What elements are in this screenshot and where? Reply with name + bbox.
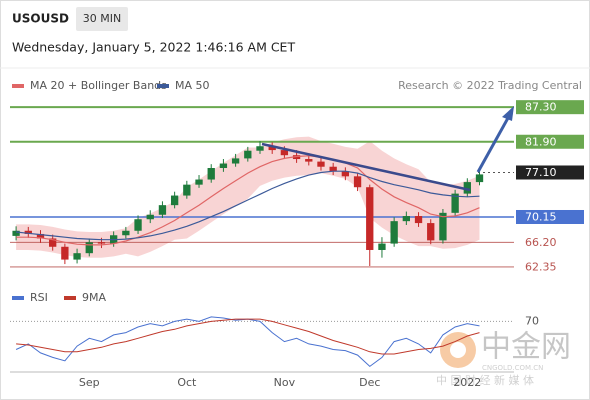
candle-body bbox=[158, 205, 167, 215]
watermark: 中金网 CNGOLD.COM.CN 中 国 财 经 新 媒 体 bbox=[436, 330, 571, 388]
level-label: 62.35 bbox=[525, 260, 557, 273]
level-label-box bbox=[516, 100, 584, 115]
x-tick-label: Oct bbox=[177, 376, 197, 389]
candle-body bbox=[305, 159, 313, 162]
candle-body bbox=[439, 212, 447, 241]
legend-swatch bbox=[157, 84, 169, 88]
candle-body bbox=[146, 214, 154, 220]
candle-body bbox=[73, 253, 81, 260]
candle-body bbox=[85, 242, 93, 254]
candle-body bbox=[280, 150, 289, 156]
watermark-logo bbox=[450, 342, 466, 358]
legend-swatch bbox=[12, 84, 24, 88]
candle-body bbox=[378, 243, 386, 250]
candle-body bbox=[183, 184, 191, 196]
candle-body bbox=[475, 174, 484, 183]
candle-body bbox=[231, 158, 240, 164]
candle-body bbox=[353, 176, 362, 188]
timestamp: Wednesday, January 5, 2022 1:46:16 AM CE… bbox=[12, 40, 295, 55]
candle-body bbox=[97, 242, 106, 244]
watermark-slogan: 中 国 财 经 新 媒 体 bbox=[436, 373, 534, 387]
source: Research © 2022 Trading Central bbox=[398, 79, 582, 92]
level-label: 70.15 bbox=[525, 210, 557, 223]
candle-body bbox=[122, 230, 130, 236]
candle-body bbox=[329, 166, 337, 172]
x-tick-label: Dec bbox=[359, 376, 380, 389]
candle-body bbox=[24, 230, 32, 234]
level-label-box bbox=[516, 134, 584, 149]
candle-body bbox=[256, 146, 264, 151]
candle-body bbox=[292, 155, 301, 160]
candle-body bbox=[390, 221, 398, 244]
level-label: 77.10 bbox=[525, 166, 557, 179]
arrow-head bbox=[502, 106, 514, 121]
legend-label: MA 50 bbox=[175, 79, 210, 92]
legend-label: 9MA bbox=[82, 291, 106, 304]
forecast-arrow bbox=[476, 117, 510, 173]
candle-body bbox=[317, 161, 325, 167]
candle-body bbox=[268, 146, 276, 151]
candle-body bbox=[451, 193, 459, 213]
candle-body bbox=[366, 187, 374, 250]
candle-body bbox=[49, 238, 57, 247]
rsi-line bbox=[16, 318, 480, 355]
candle-body bbox=[244, 150, 252, 159]
trend-line bbox=[261, 142, 471, 192]
level-label-box bbox=[516, 165, 584, 180]
candle-body bbox=[12, 230, 20, 236]
x-tick-label: Sep bbox=[79, 376, 100, 389]
candle-body bbox=[61, 246, 69, 260]
legend-swatch bbox=[12, 296, 24, 300]
x-tick-label: Nov bbox=[274, 376, 296, 389]
legend-swatch bbox=[64, 296, 76, 300]
candle-body bbox=[219, 163, 228, 169]
level-label-box bbox=[516, 209, 584, 224]
legend-label: MA 20 + Bollinger Bands bbox=[30, 79, 167, 92]
candle-body bbox=[341, 171, 350, 177]
candle-body bbox=[170, 195, 179, 206]
x-tick-label: 2022 bbox=[453, 376, 481, 389]
candle-body bbox=[134, 219, 142, 231]
candle-body bbox=[427, 223, 435, 241]
ma-line bbox=[16, 170, 480, 241]
interval: 30 MIN bbox=[83, 12, 121, 25]
level-label: 66.20 bbox=[525, 236, 557, 249]
level-label: 87.30 bbox=[525, 101, 557, 114]
ma-line bbox=[16, 155, 480, 246]
level-label: 81.90 bbox=[525, 135, 557, 148]
y-tick-label: 70 bbox=[525, 314, 539, 327]
watermark-name: 中金网 bbox=[481, 330, 571, 365]
candle-body bbox=[207, 168, 215, 180]
candle-body bbox=[414, 216, 423, 224]
candle-body bbox=[402, 216, 410, 222]
legend-label: RSI bbox=[30, 291, 48, 304]
candle-body bbox=[463, 182, 471, 194]
candle-body bbox=[36, 233, 45, 239]
symbol: USOUSD bbox=[12, 12, 69, 26]
candle-body bbox=[195, 179, 203, 185]
watermark-site: CNGOLD.COM.CN bbox=[482, 364, 543, 372]
interval-box bbox=[76, 7, 128, 31]
